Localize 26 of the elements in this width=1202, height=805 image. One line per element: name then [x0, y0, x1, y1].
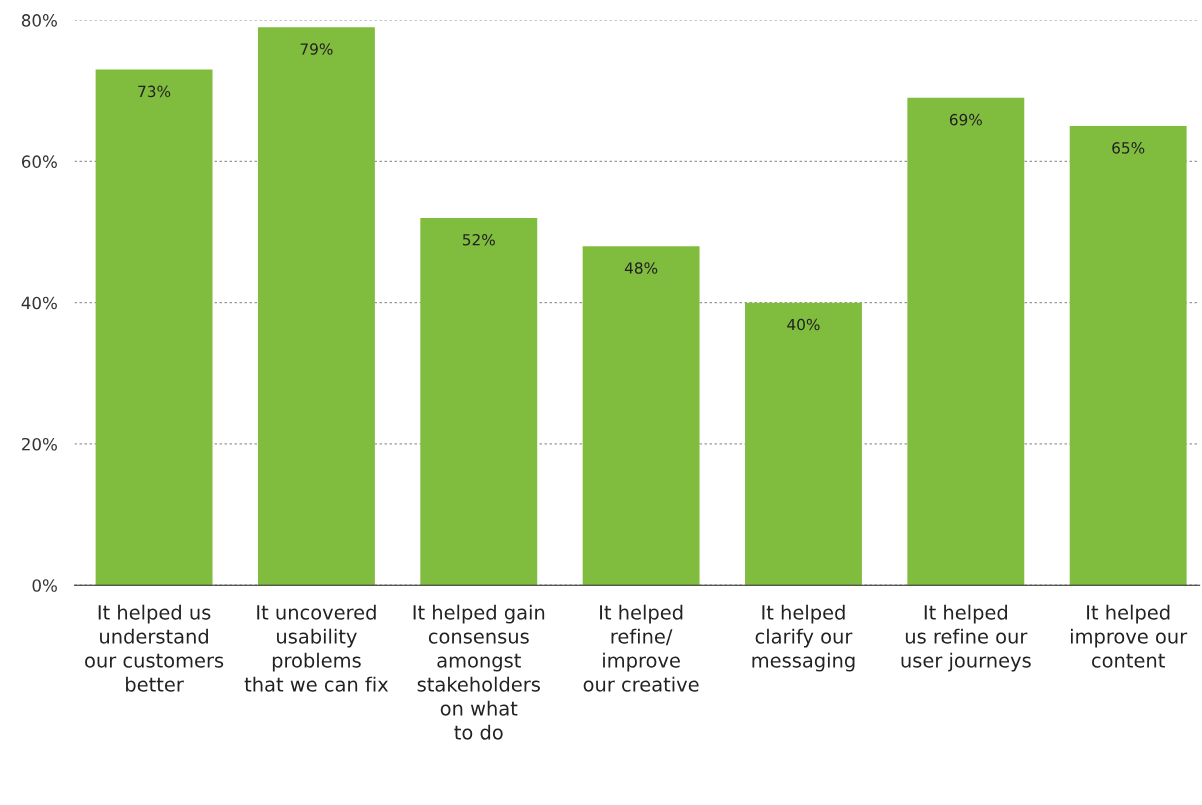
bar — [745, 302, 862, 586]
data-label: 52% — [462, 233, 495, 246]
data-label: 79% — [300, 43, 333, 55]
x-tick-label: It uncovered usability problems that we can fix — [244, 604, 389, 692]
x-tick-label: It helped clarify our messaging — [752, 604, 855, 672]
data-label: 65% — [1112, 142, 1145, 154]
y-tick-label: 80% — [21, 14, 57, 27]
data-label: 48% — [624, 262, 658, 274]
x-tick-label: It helped improve our content — [1070, 604, 1188, 668]
x-tick-label: It helped gain consensus amongst stakeholders on what to do — [413, 604, 545, 740]
y-tick-label: 20% — [22, 437, 57, 451]
bar — [420, 217, 538, 586]
bar — [582, 246, 700, 586]
bar — [1069, 126, 1187, 586]
data-label: 69% — [949, 113, 982, 126]
x-tick-label: It helped refine/ improve our creative — [583, 604, 699, 692]
bar — [907, 97, 1025, 586]
x-tick-label: It helped us refine our user journeys — [901, 604, 1031, 672]
x-tick-label: It helped us understand our customers better — [85, 604, 224, 692]
y-tick-label: 40% — [21, 296, 57, 310]
y-tick-label: 0% — [32, 579, 57, 592]
y-tick-label: 60% — [21, 155, 57, 168]
data-label: 73% — [138, 85, 171, 98]
bar — [257, 27, 375, 586]
bar — [95, 69, 213, 586]
data-label: 40% — [787, 318, 820, 331]
